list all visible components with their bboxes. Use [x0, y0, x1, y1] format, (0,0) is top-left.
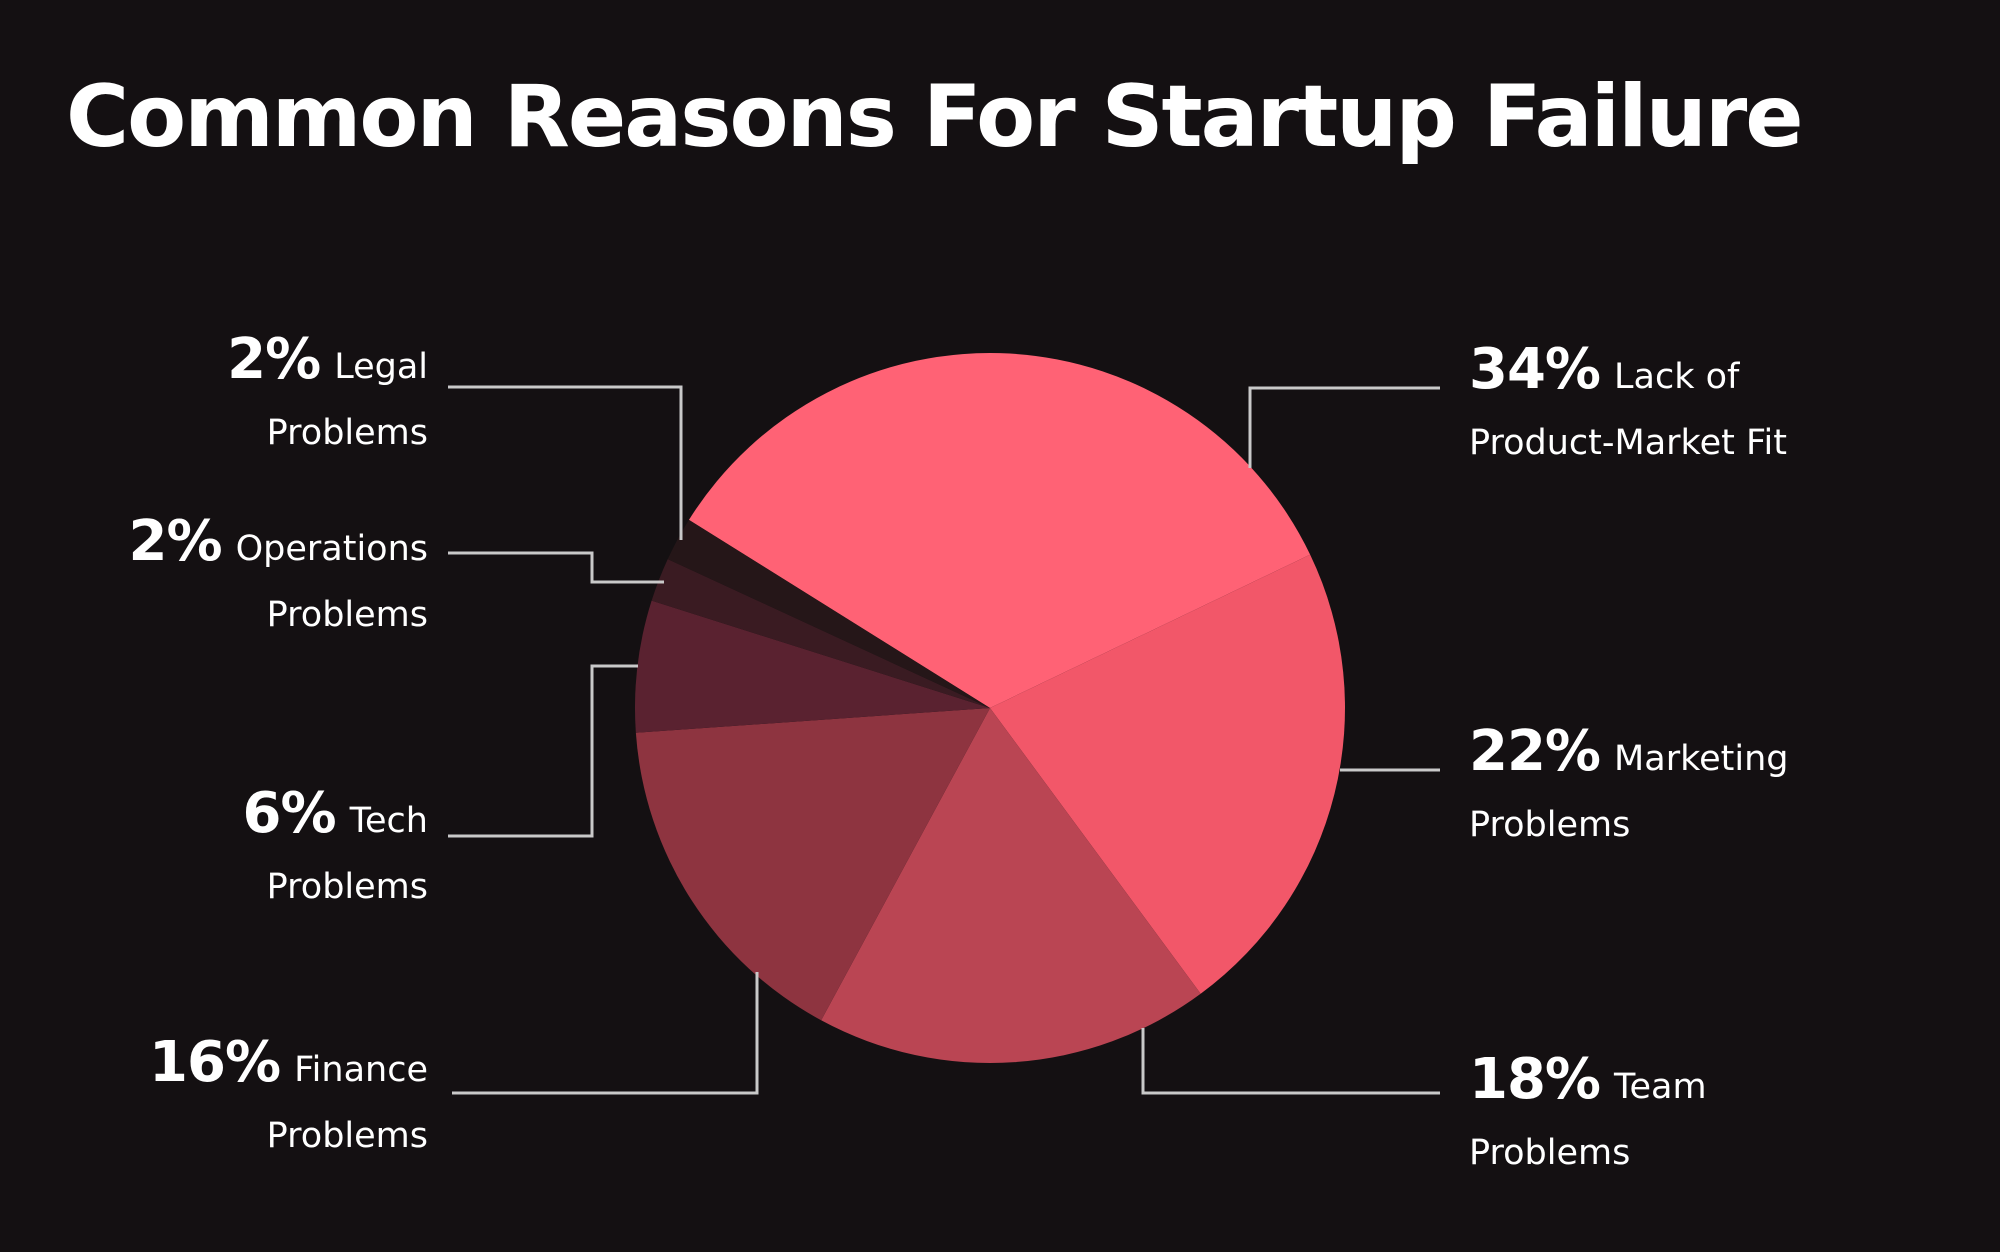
pie-slice-legal: [667, 519, 990, 708]
label-team: 18% Team Problems: [1469, 1050, 1707, 1183]
leader-product-market-fit: [1248, 386, 1440, 468]
label-operations: 2% Operations Problems: [129, 512, 429, 645]
label-team-line2: Problems: [1469, 1133, 1631, 1173]
leader-legal: [448, 385, 683, 540]
label-tech-line1: Tech: [349, 801, 428, 841]
pie-slice-lack-of: [688, 352, 1311, 708]
label-finance: 16% Finance Problems: [149, 1033, 428, 1166]
pie-slice-operations: [651, 559, 990, 708]
label-legal-value: 2%: [227, 327, 321, 392]
label-product-market-fit-value: 34%: [1469, 337, 1601, 402]
label-operations-value: 2%: [128, 509, 223, 574]
label-tech-line2: Problems: [266, 867, 428, 907]
leader-operations: [448, 551, 664, 584]
leader-tech: [448, 664, 638, 838]
label-legal-line2: Problems: [266, 413, 428, 453]
pie-slice-finance: [635, 708, 990, 1021]
label-team-line1: Team: [1614, 1067, 1707, 1107]
label-product-market-fit-line1: Lack of: [1614, 357, 1740, 397]
label-product-market-fit: 34% Lack of Product-Market Fit: [1469, 340, 1787, 473]
leader-finance: [452, 972, 759, 1095]
label-marketing-line1: Marketing: [1614, 739, 1789, 779]
pie-slice-tech: [634, 600, 990, 733]
pie-slices: [634, 352, 1345, 1064]
label-tech: 6% Tech Problems: [243, 784, 428, 917]
label-marketing: 22% Marketing Problems: [1469, 722, 1788, 855]
label-operations-line1: Operations: [235, 529, 428, 569]
label-finance-line1: Finance: [294, 1050, 428, 1090]
label-finance-value: 16%: [149, 1030, 281, 1095]
label-marketing-value: 22%: [1469, 719, 1601, 784]
label-finance-line2: Problems: [266, 1116, 428, 1156]
label-legal: 2% Legal Problems: [227, 330, 428, 463]
leader-lines: [448, 385, 1440, 1095]
pie-slice-marketing: [990, 554, 1345, 994]
label-product-market-fit-line2: Product-Market Fit: [1469, 423, 1787, 463]
label-tech-value: 6%: [242, 781, 337, 846]
label-marketing-line2: Problems: [1469, 805, 1631, 845]
label-legal-line1: Legal: [334, 347, 428, 387]
label-operations-line2: Problems: [266, 595, 428, 635]
label-team-value: 18%: [1469, 1047, 1601, 1112]
chart-title: Common Reasons For Startup Failure: [66, 67, 1804, 167]
pie-slice-team: [821, 708, 1201, 1064]
leader-team: [1141, 1028, 1440, 1095]
